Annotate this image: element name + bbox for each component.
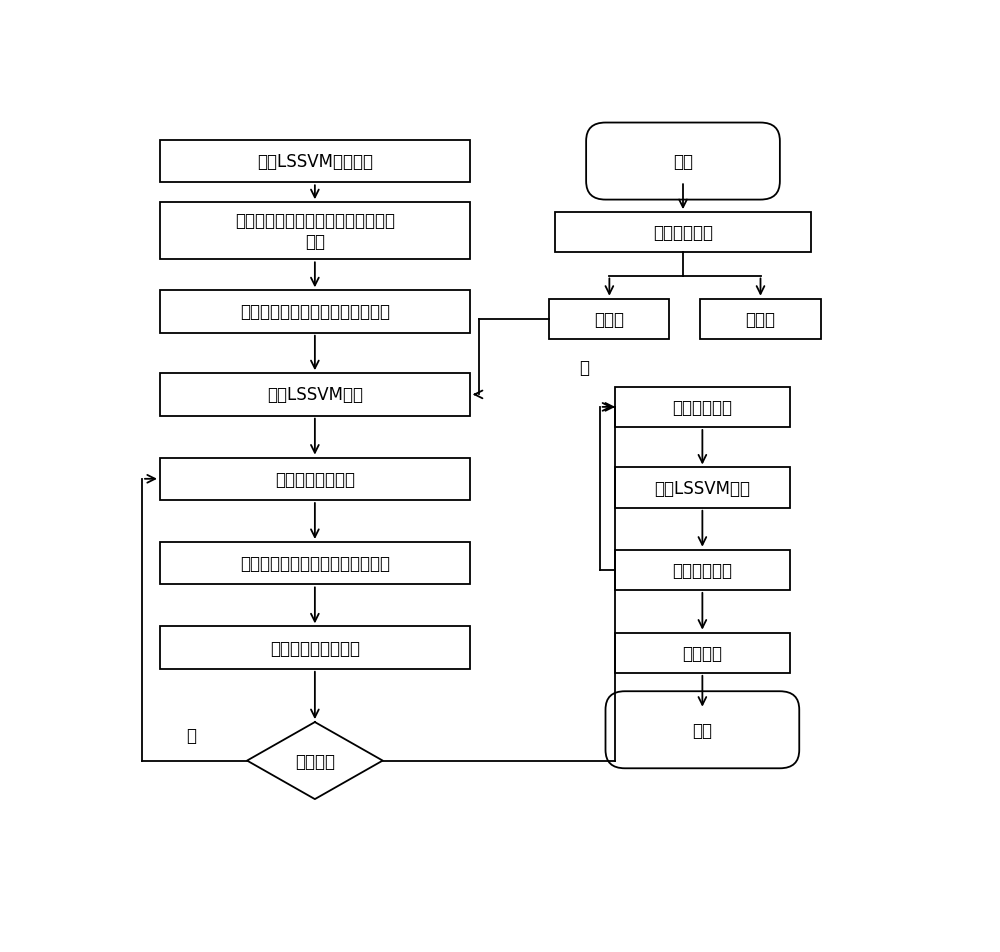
FancyBboxPatch shape [549,299,669,340]
Text: 训练LSSVM模型: 训练LSSVM模型 [654,479,750,497]
FancyBboxPatch shape [160,203,470,260]
FancyBboxPatch shape [160,141,470,183]
FancyBboxPatch shape [615,468,790,508]
Text: 混沌初始化粒子群，设定初始速度和
位置: 混沌初始化粒子群，设定初始速度和 位置 [235,212,395,251]
Text: 得到最佳参数: 得到最佳参数 [672,399,732,416]
Text: 更新粒子速度和位置: 更新粒子速度和位置 [270,639,360,657]
Text: 编码，基于混沌理论生成初始种群: 编码，基于混沌理论生成初始种群 [240,303,390,321]
Text: 用测试集检验: 用测试集检验 [672,561,732,579]
Text: 是否终止: 是否终止 [295,752,335,770]
Polygon shape [247,723,383,800]
Text: 输入历史资料: 输入历史资料 [653,224,713,242]
Text: 否: 否 [186,726,196,744]
FancyBboxPatch shape [615,387,790,427]
FancyBboxPatch shape [615,633,790,673]
FancyBboxPatch shape [160,291,470,333]
Text: 计算适应度函数值: 计算适应度函数值 [275,470,355,488]
FancyBboxPatch shape [606,691,799,768]
FancyBboxPatch shape [160,458,470,501]
FancyBboxPatch shape [160,543,470,585]
Text: 是: 是 [579,358,589,376]
Text: 结束: 结束 [692,721,712,739]
Text: 训练LSSVM模型: 训练LSSVM模型 [267,386,363,404]
Text: 选择LSSVM参数范围: 选择LSSVM参数范围 [257,153,373,170]
Text: 测试集: 测试集 [746,310,776,328]
FancyBboxPatch shape [700,299,821,340]
Text: 开始: 开始 [673,153,693,170]
FancyBboxPatch shape [586,124,780,200]
FancyBboxPatch shape [160,374,470,416]
Text: 结果输出: 结果输出 [682,645,722,662]
Text: 训练集: 训练集 [594,310,624,328]
FancyBboxPatch shape [555,213,811,253]
Text: 更新当前个体最优解和全局最优解: 更新当前个体最优解和全局最优解 [240,555,390,572]
FancyBboxPatch shape [615,550,790,590]
FancyBboxPatch shape [160,626,470,669]
